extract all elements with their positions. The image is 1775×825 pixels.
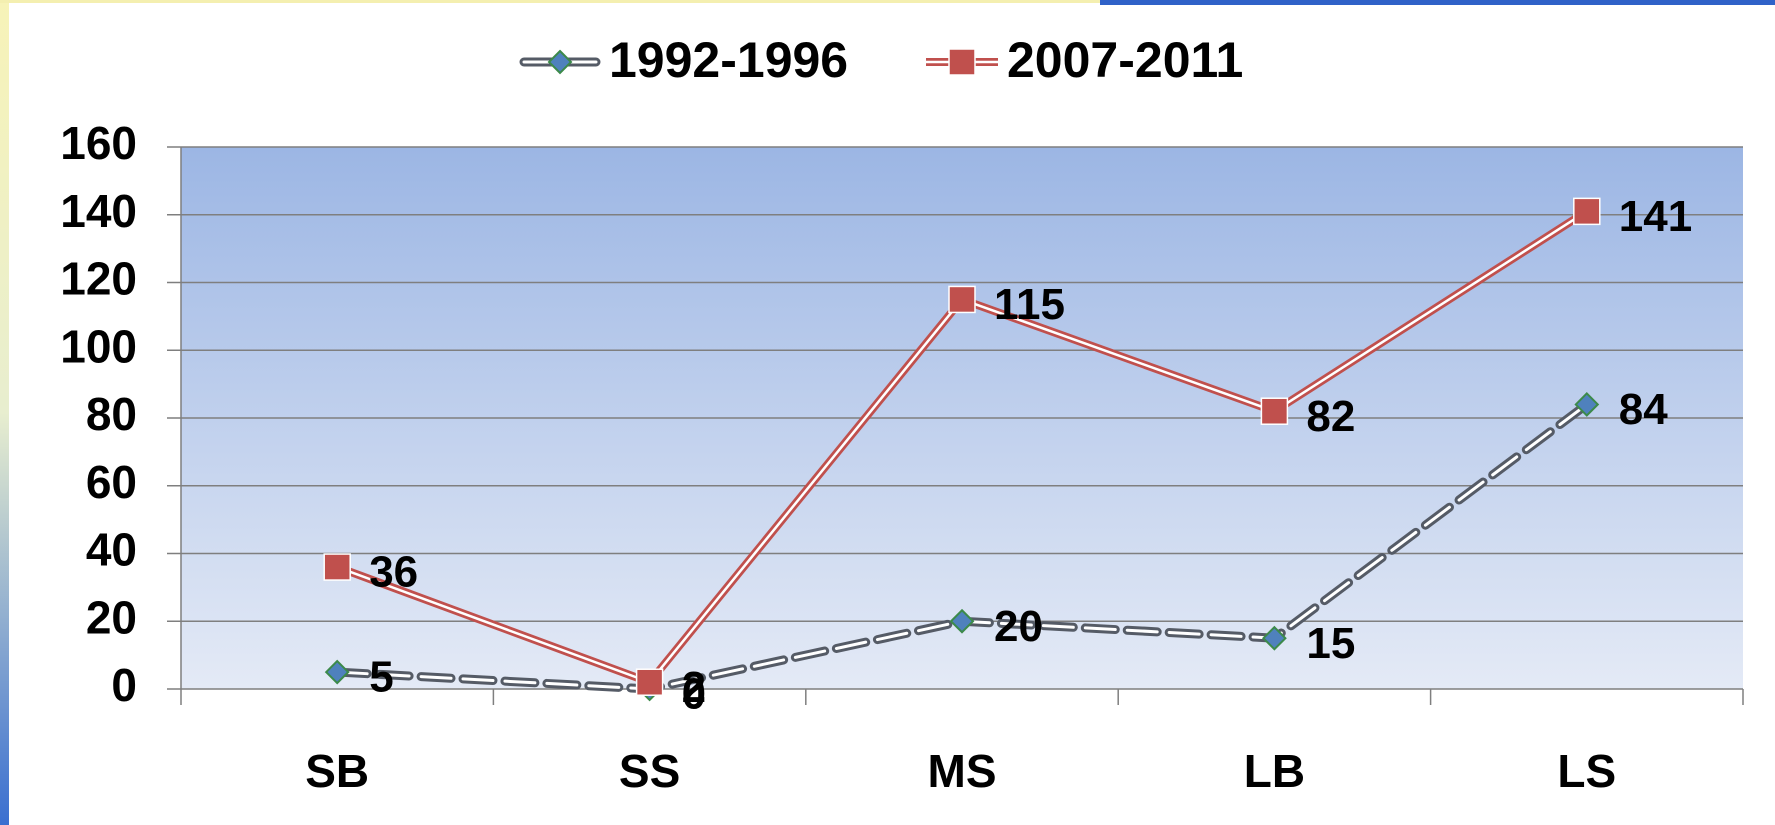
value-label: 0 (682, 670, 706, 719)
marker-square (635, 668, 664, 696)
y-tick-label: 60 (86, 456, 137, 508)
y-tick-label: 0 (111, 659, 137, 711)
frame-top (1100, 0, 1775, 5)
x-tick-label: LS (1557, 745, 1616, 797)
marker-square (1260, 397, 1289, 425)
marker-square (948, 48, 976, 76)
value-label: 115 (994, 280, 1065, 329)
value-label: 84 (1619, 385, 1668, 434)
value-label: 20 (994, 602, 1043, 651)
legend-label: 1992-1996 (609, 32, 848, 88)
marker-diamond (547, 49, 573, 75)
y-tick-label: 100 (60, 320, 137, 372)
value-label: 82 (1306, 392, 1355, 441)
marker-square (948, 285, 976, 314)
y-tick-label: 40 (86, 524, 137, 576)
value-label: 36 (369, 548, 418, 597)
y-tick-label: 140 (60, 185, 137, 237)
frame-top-left (0, 0, 1100, 3)
marker-diamond (1261, 625, 1287, 651)
x-tick-label: MS (928, 745, 997, 797)
y-tick-label: 120 (60, 253, 137, 305)
marker-square (1573, 197, 1601, 226)
x-tick-label: SB (305, 745, 369, 797)
frame-left (0, 0, 9, 825)
marker-diamond (324, 659, 350, 685)
value-label: 2 (682, 663, 706, 712)
value-label: 141 (1619, 192, 1692, 241)
marker-square (323, 553, 351, 581)
value-label: 5 (369, 653, 393, 702)
y-tick-label: 160 (60, 117, 137, 169)
y-tick-label: 20 (86, 591, 137, 643)
marker-diamond (949, 608, 975, 634)
marker-diamond (1574, 392, 1600, 417)
x-tick-label: LB (1244, 745, 1305, 797)
legend-label: 2007-2011 (1007, 32, 1243, 88)
value-label: 15 (1306, 619, 1355, 668)
x-tick-label: SS (619, 745, 680, 797)
y-tick-label: 80 (86, 388, 137, 440)
